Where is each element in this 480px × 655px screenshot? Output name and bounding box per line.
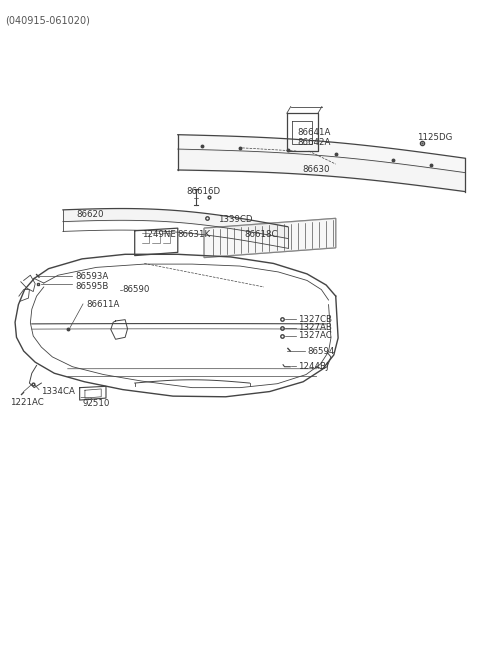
- Text: 86595B: 86595B: [75, 282, 108, 291]
- Text: 1327AC: 1327AC: [299, 331, 332, 341]
- Text: 1334CA: 1334CA: [41, 387, 75, 396]
- Text: (040915-061020): (040915-061020): [5, 15, 90, 25]
- Text: 86620: 86620: [76, 210, 104, 219]
- Polygon shape: [204, 218, 336, 257]
- Text: 86594: 86594: [307, 346, 335, 356]
- Text: 86631K: 86631K: [178, 230, 211, 239]
- Text: 1327AB: 1327AB: [299, 323, 332, 332]
- Text: 86642A: 86642A: [298, 138, 331, 147]
- Text: 1221AC: 1221AC: [10, 398, 44, 407]
- Text: 86618C: 86618C: [245, 230, 278, 239]
- Text: 86616D: 86616D: [186, 187, 220, 196]
- Text: 86630: 86630: [302, 165, 330, 174]
- Text: 86590: 86590: [123, 285, 150, 294]
- Text: 86611A: 86611A: [86, 300, 119, 309]
- Text: 86593A: 86593A: [75, 272, 108, 281]
- Text: 86641A: 86641A: [298, 128, 331, 138]
- Text: 1327CB: 1327CB: [299, 314, 332, 324]
- Text: 1125DG: 1125DG: [417, 134, 453, 142]
- Text: 1244BJ: 1244BJ: [299, 362, 329, 371]
- Text: 1249NE: 1249NE: [142, 230, 176, 239]
- Text: 1339CD: 1339CD: [218, 215, 253, 224]
- Text: 92510: 92510: [82, 399, 109, 408]
